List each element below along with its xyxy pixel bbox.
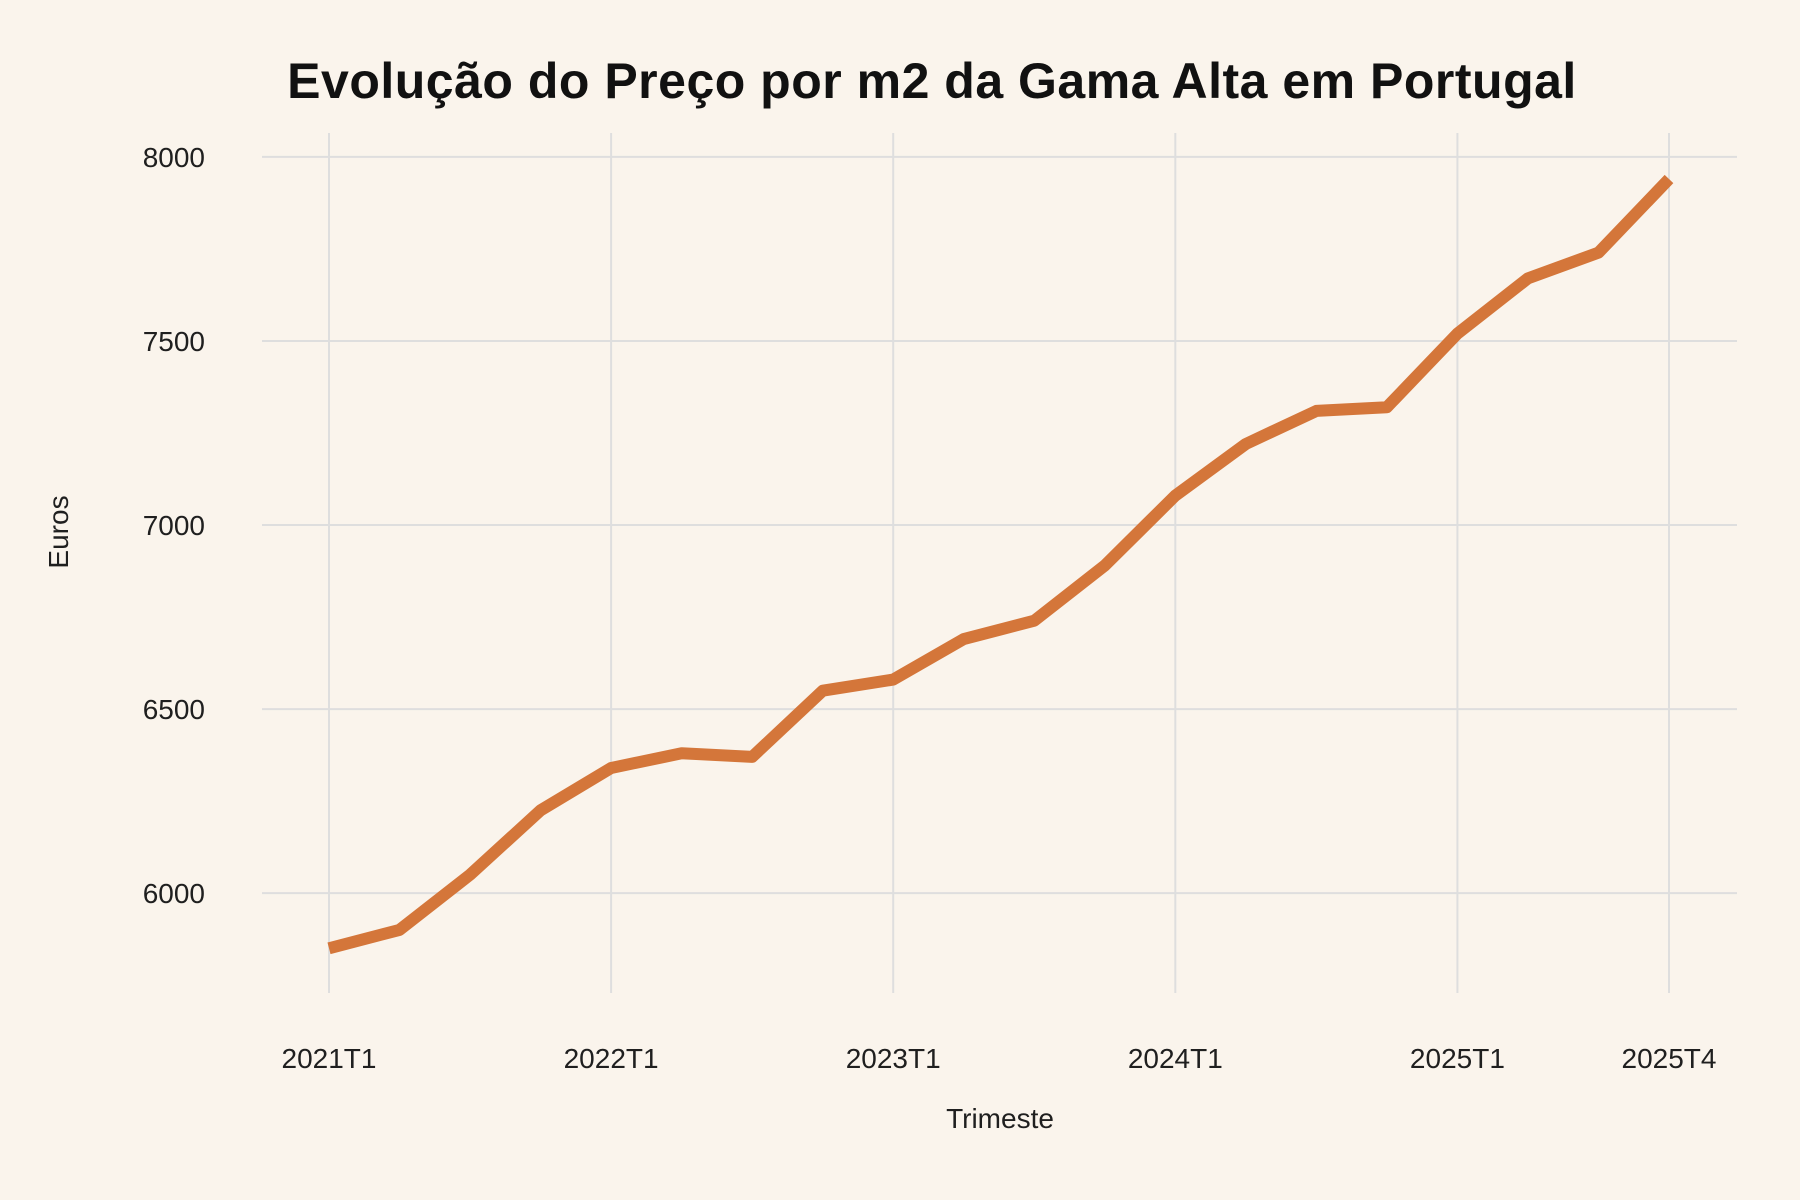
y-tick-6500: 6500 [143,694,205,725]
y-tick-8000: 8000 [143,142,205,173]
y-axis-tick-labels: 8000 7500 7000 6500 6000 [143,142,205,909]
price-line [327,174,1674,955]
y-tick-7000: 7000 [143,510,205,541]
x-axis-label: Trimeste [946,1103,1054,1134]
y-axis-label: Euros [43,495,74,568]
y-tick-6000: 6000 [143,878,205,909]
x-tick-2024T1: 2024T1 [1128,1043,1223,1074]
horizontal-gridlines [262,155,1737,895]
x-tick-2023T1: 2023T1 [846,1043,941,1074]
x-axis-tick-labels: 2021T1 2022T1 2023T1 2024T1 2025T1 2025T4 [282,1043,1717,1074]
chart-title: Evolução do Preço por m2 da Gama Alta em… [287,53,1577,109]
x-tick-2025T4: 2025T4 [1622,1043,1717,1074]
vertical-gridlines [328,133,1670,993]
x-tick-2021T1: 2021T1 [282,1043,377,1074]
x-tick-2025T1: 2025T1 [1410,1043,1505,1074]
x-tick-2022T1: 2022T1 [564,1043,659,1074]
y-tick-7500: 7500 [143,326,205,357]
